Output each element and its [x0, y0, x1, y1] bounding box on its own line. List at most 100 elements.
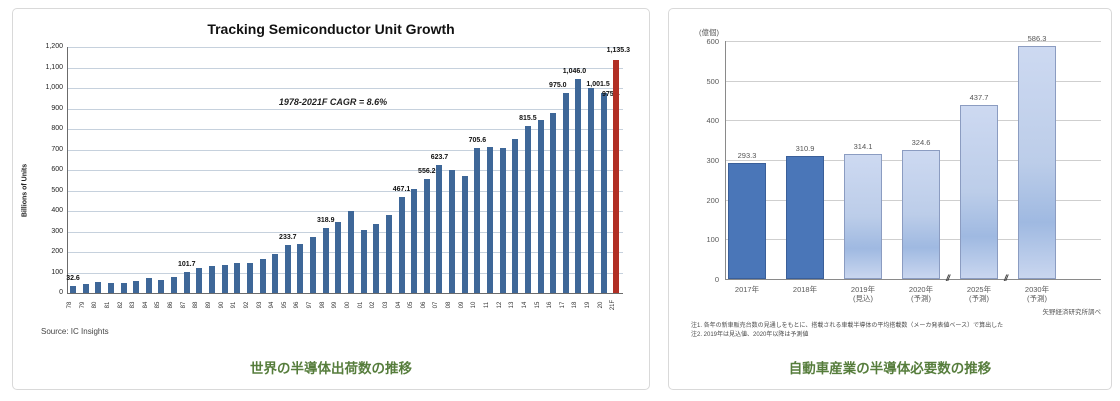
x-tick-label: 2025年 (予測) — [947, 285, 1011, 303]
bar — [487, 147, 493, 293]
x-axis-line — [67, 293, 623, 294]
bar — [613, 60, 620, 293]
bar — [461, 175, 468, 293]
x-tick-label: 91 — [231, 301, 238, 309]
x-tick-label: 78 — [67, 301, 73, 309]
x-tick-label: 85 — [155, 301, 162, 309]
gridline — [67, 108, 623, 110]
x-tick-qualifier: (予測) — [1027, 294, 1047, 303]
x-tick-label: 2019年 (見込) — [831, 285, 895, 303]
x-tick-qualifier: (予測) — [911, 294, 931, 303]
bar — [902, 150, 940, 279]
x-tick-label: 08 — [446, 301, 453, 309]
bar-value-label: 1,135.3 — [606, 47, 631, 55]
x-tick-label: 96 — [294, 301, 301, 309]
bar-value-label: 586.3 — [1027, 34, 1047, 44]
bar — [145, 277, 152, 293]
bar — [499, 147, 506, 293]
bar — [107, 283, 114, 293]
y-tick-label: 100 — [706, 235, 719, 245]
gridline — [67, 231, 623, 233]
x-axis-line — [725, 279, 1101, 280]
y-tick-label: 200 — [706, 195, 719, 205]
gridline — [725, 41, 1101, 42]
x-tick-label: 14 — [521, 301, 528, 309]
x-tick-label: 99 — [332, 301, 339, 309]
x-tick-label: 98 — [319, 301, 326, 309]
x-tick-year: 2017年 — [734, 285, 760, 294]
x-tick-label: 89 — [206, 301, 212, 309]
x-tick-label: 19 — [585, 301, 592, 309]
bar — [550, 112, 557, 293]
y-tick-label: 1,100 — [45, 63, 63, 71]
gridline — [67, 129, 623, 130]
bar — [272, 254, 279, 293]
bar — [436, 165, 443, 293]
bar-value-label: 1,001.5 — [586, 80, 610, 88]
right-panel-caption: 自動車産業の半導体必要数の推移 — [788, 361, 992, 376]
x-tick-label: 80 — [92, 301, 99, 309]
bar-value-label: 467.1 — [392, 186, 411, 194]
bar — [246, 263, 253, 293]
bar — [183, 272, 190, 293]
y-tick-label: 400 — [706, 116, 719, 126]
y-tick-label: 100 — [51, 268, 63, 276]
bar — [786, 155, 824, 279]
x-tick-label: 20 — [597, 301, 604, 309]
bar — [221, 264, 228, 293]
y-tick-label: 0 — [714, 275, 719, 284]
x-tick-label: 82 — [117, 301, 124, 309]
y-tick-label: 1,000 — [45, 84, 63, 91]
y-tick-label: 700 — [51, 145, 63, 153]
bar-value-label: 705.6 — [468, 137, 487, 145]
x-tick-label: 01 — [357, 301, 364, 309]
cagr-annotation: 1978-2021F CAGR = 8.6% — [278, 97, 388, 107]
gridline — [67, 88, 623, 89]
y-axis-line — [725, 41, 726, 279]
x-tick-qualifier: (予測) — [969, 294, 989, 303]
bar-value-label: 437.7 — [969, 93, 989, 103]
bar — [1018, 46, 1056, 279]
x-tick-label: 93 — [256, 301, 263, 309]
right-chart-source: 矢野経済研究所調べ — [1042, 309, 1102, 316]
right-chart-unit-label: (億個) — [699, 28, 719, 37]
gridline — [725, 120, 1101, 122]
axis-break-mark: // — [1004, 273, 1008, 283]
x-tick-label: 16 — [547, 301, 554, 309]
bar — [348, 211, 354, 293]
y-tick-label: 600 — [51, 166, 63, 173]
bar-value-label: 1,046.0 — [562, 67, 587, 75]
right-chart-note-2: 注2. 2019年は見込値、2020年以降は予測値 — [691, 332, 809, 338]
y-tick-label: 0 — [59, 289, 63, 296]
x-tick-year: 2025年 — [966, 285, 992, 294]
left-chart-source: Source: IC Insights — [41, 327, 109, 336]
x-tick-label: 02 — [370, 301, 377, 309]
bar — [474, 148, 481, 293]
gridline — [725, 80, 1101, 82]
x-tick-label: 13 — [509, 301, 516, 309]
bar — [171, 277, 178, 293]
bar — [385, 215, 392, 293]
x-tick-label: 2020年 (予測) — [889, 285, 953, 303]
x-tick-label: 87 — [180, 301, 187, 309]
y-tick-label: 600 — [706, 37, 719, 46]
x-tick-label: 2017年 — [715, 285, 779, 294]
x-tick-label: 2030年 (予測) — [1005, 285, 1069, 303]
bar — [844, 154, 882, 279]
bar — [398, 197, 405, 293]
y-tick-label: 900 — [51, 104, 63, 112]
bar — [158, 280, 165, 293]
bar — [728, 162, 766, 279]
gridline — [67, 149, 623, 151]
x-tick-label: 10 — [471, 301, 478, 309]
bar — [588, 87, 595, 293]
bar-value-label: 293.3 — [737, 150, 757, 160]
bar-value-label: 32.6 — [66, 275, 80, 283]
x-tick-label: 17 — [559, 301, 566, 309]
x-tick-label: 00 — [345, 301, 351, 309]
gridline — [67, 252, 623, 253]
y-tick-label: 500 — [51, 186, 63, 194]
x-tick-label: 06 — [420, 301, 427, 309]
left-chart-plot-area: 0 100 200 300 400 500 600 700 800 900 1,000 1,100 1,… — [13, 9, 649, 389]
bar-value-label: 975.4 — [601, 91, 620, 99]
